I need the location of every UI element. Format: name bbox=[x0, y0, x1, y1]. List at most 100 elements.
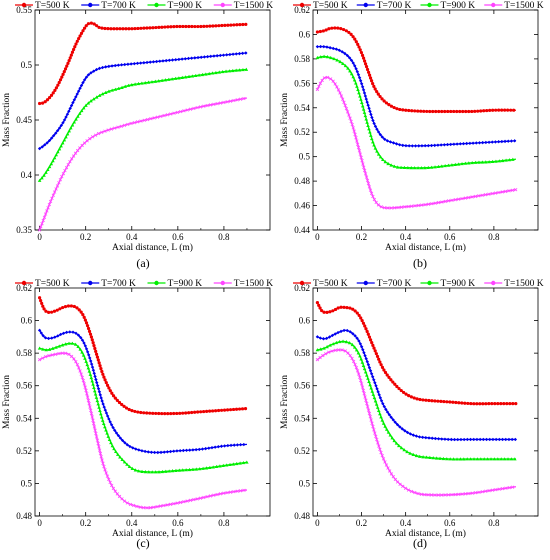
series-point bbox=[350, 356, 354, 361]
series-point bbox=[361, 348, 365, 352]
series-point bbox=[452, 437, 457, 442]
series-point bbox=[403, 486, 408, 490]
series-point bbox=[430, 202, 434, 206]
series-point bbox=[443, 163, 447, 168]
legend-label: T=700 K bbox=[101, 1, 136, 11]
series-point bbox=[443, 109, 447, 114]
series-point bbox=[357, 76, 362, 80]
series-point bbox=[89, 375, 94, 380]
panel-label: (c) bbox=[136, 536, 149, 550]
series-point bbox=[386, 206, 390, 210]
series-point bbox=[399, 165, 403, 169]
series-point bbox=[113, 63, 117, 68]
series-point bbox=[91, 368, 96, 372]
series-point bbox=[243, 407, 248, 411]
series-point bbox=[181, 24, 185, 29]
panel-label: (d) bbox=[413, 536, 427, 550]
series-point bbox=[79, 108, 84, 113]
series-point bbox=[235, 98, 239, 102]
series-point bbox=[423, 492, 427, 497]
series-point bbox=[244, 67, 249, 71]
series-point bbox=[357, 45, 361, 49]
series-point bbox=[468, 437, 473, 442]
series-point bbox=[87, 402, 91, 406]
y-tick-label: 0.5 bbox=[21, 60, 33, 70]
series-point bbox=[185, 108, 189, 112]
series-point bbox=[483, 193, 488, 197]
series-point bbox=[41, 218, 45, 223]
series-point bbox=[47, 202, 52, 207]
series-point bbox=[83, 385, 87, 389]
series-point bbox=[378, 132, 383, 137]
series-point bbox=[67, 59, 71, 63]
series-point bbox=[209, 54, 213, 59]
chart-panel: 0 0.2 0.4 0.6 0.8 0.48 0.5 0.52 0.54 0.56 0.58 0.6 0… bbox=[280, 279, 544, 550]
series-point bbox=[38, 296, 42, 300]
series-point bbox=[395, 480, 400, 484]
series-point bbox=[159, 114, 163, 119]
series-point bbox=[84, 347, 89, 351]
series-point bbox=[377, 357, 381, 361]
series-point bbox=[103, 378, 107, 382]
series-point bbox=[145, 26, 149, 30]
series-line bbox=[317, 27, 516, 113]
series-point bbox=[193, 410, 197, 414]
series-point bbox=[500, 108, 504, 112]
series-point bbox=[315, 357, 320, 362]
series-point bbox=[328, 46, 332, 50]
series-point bbox=[122, 123, 127, 128]
series-point bbox=[367, 73, 372, 77]
series-point bbox=[170, 77, 174, 81]
series-point bbox=[497, 190, 501, 195]
series-point bbox=[389, 472, 394, 476]
series-point bbox=[450, 493, 454, 497]
series-point bbox=[48, 199, 53, 204]
series-point bbox=[487, 160, 491, 164]
series-point bbox=[467, 109, 471, 114]
series-point bbox=[104, 65, 108, 69]
y-tick-label: 0.48 bbox=[16, 511, 32, 521]
series-point bbox=[353, 37, 357, 41]
legend-label: T=700 K bbox=[377, 1, 412, 11]
series-point bbox=[110, 444, 115, 448]
series-line bbox=[317, 349, 517, 496]
series-point bbox=[343, 349, 347, 353]
y-tick-label: 0.62 bbox=[294, 283, 310, 293]
series-point bbox=[64, 165, 69, 170]
series-point bbox=[241, 67, 245, 72]
y-tick-label: 0.35 bbox=[16, 225, 32, 235]
series-point bbox=[433, 493, 437, 497]
series-point bbox=[140, 469, 144, 473]
series-point bbox=[107, 64, 111, 69]
series-point bbox=[219, 408, 224, 412]
x-tick-label: 0.4 bbox=[126, 518, 138, 528]
series-point bbox=[74, 95, 78, 99]
series-point bbox=[75, 148, 80, 153]
y-tick-label: 0.52 bbox=[16, 446, 32, 456]
y-tick-label: 0.52 bbox=[294, 446, 310, 456]
series-point bbox=[79, 310, 83, 314]
series-point bbox=[184, 411, 188, 415]
series-point bbox=[244, 51, 248, 55]
series-point bbox=[484, 437, 489, 442]
series-point bbox=[218, 53, 223, 58]
series-point bbox=[63, 168, 67, 173]
series-point bbox=[480, 140, 485, 145]
series-point bbox=[78, 146, 82, 150]
series-point bbox=[53, 352, 58, 356]
y-tick-label: 0.46 bbox=[294, 201, 310, 211]
series-point bbox=[107, 417, 111, 421]
series-point bbox=[395, 384, 399, 389]
series-point bbox=[355, 336, 359, 340]
series-point bbox=[135, 504, 139, 509]
series-point bbox=[364, 357, 368, 361]
series-point bbox=[379, 450, 383, 455]
series-point bbox=[106, 434, 111, 438]
series-point bbox=[89, 71, 93, 75]
series-point bbox=[464, 109, 468, 114]
series-point bbox=[235, 489, 239, 493]
series-point bbox=[43, 100, 47, 104]
series-point bbox=[205, 103, 209, 108]
series-point bbox=[53, 335, 57, 339]
series-point bbox=[368, 415, 372, 419]
